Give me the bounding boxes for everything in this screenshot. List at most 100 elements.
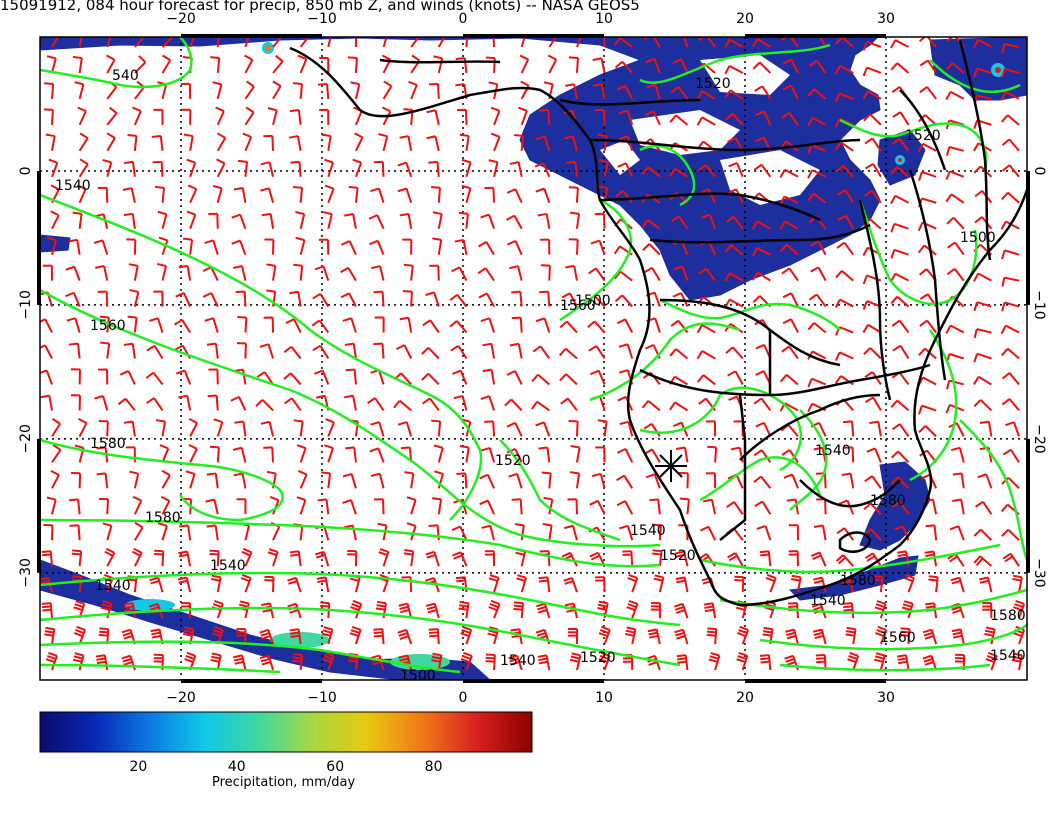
wind-barb [96, 472, 109, 489]
wind-barb [106, 132, 116, 152]
wind-barb [378, 548, 390, 567]
wind-barb [175, 292, 192, 308]
wind-barb [973, 272, 992, 282]
wind-barb [127, 133, 138, 151]
contour-label: 540 [112, 68, 139, 84]
contour-label: 1560 [90, 318, 126, 334]
wind-barb [231, 213, 247, 230]
wind-barb [78, 418, 88, 437]
wind-barb [266, 289, 277, 307]
wind-barb [430, 186, 442, 203]
wind-barb [154, 185, 166, 203]
wind-barb [567, 498, 578, 515]
wind-barb [539, 290, 551, 307]
wind-barb [288, 135, 302, 152]
wind-barb [267, 548, 279, 567]
wind-barb [564, 135, 578, 152]
wind-barb [292, 82, 303, 100]
wind-barb [568, 419, 579, 437]
wind-barb [567, 627, 579, 645]
location-marker-icon [655, 450, 687, 482]
wind-barb [1001, 276, 1020, 287]
wind-barb [209, 549, 220, 567]
wind-barb [319, 108, 330, 125]
lat-tick-label-right: −10 [1031, 290, 1047, 320]
lat-tick-label-right: −30 [1031, 558, 1047, 588]
wind-barb [874, 600, 887, 619]
wind-barb [755, 421, 772, 437]
wind-barb [531, 400, 550, 412]
wind-barb [707, 445, 718, 463]
wind-barb [267, 107, 278, 126]
wind-barb [319, 56, 330, 73]
contour-label: 1520 [495, 453, 531, 469]
contour-label: 1560 [880, 630, 916, 646]
wind-barb [669, 167, 688, 178]
wind-barb [260, 187, 274, 204]
lon-tick-label-top: 0 [459, 11, 468, 27]
wind-barb [576, 37, 582, 48]
wind-barb [425, 291, 440, 307]
wind-barb [952, 498, 965, 515]
wind-barb [569, 652, 582, 671]
wind-barb [945, 90, 965, 101]
wind-barb [153, 290, 164, 307]
lat-tick-label-right: 0 [1031, 166, 1047, 175]
border [559, 98, 701, 106]
wind-barb [352, 158, 363, 178]
lon-tick-label-top: 30 [877, 11, 895, 27]
wind-barb [538, 446, 551, 463]
axis-bar [745, 679, 886, 683]
wind-barb [370, 421, 385, 437]
wind-barb [327, 37, 332, 48]
wind-barb [903, 573, 915, 593]
wind-barb [345, 446, 357, 463]
wind-barb [590, 239, 606, 256]
wind-barb [809, 240, 827, 256]
wind-barb [340, 266, 357, 282]
border [838, 531, 872, 553]
wind-barb [708, 652, 721, 671]
border [799, 479, 901, 508]
wind-barb [568, 56, 579, 74]
wind-barb [952, 472, 965, 489]
wind-barb [670, 215, 689, 230]
wind-barb [558, 347, 578, 360]
contour-label: 1540 [630, 523, 666, 539]
wind-barb [835, 270, 854, 282]
wind-barb [675, 446, 689, 463]
wind-barb [126, 238, 137, 255]
wind-barb [146, 397, 164, 411]
wind-barb [488, 574, 500, 593]
wind-barb [569, 211, 580, 229]
wind-barb [514, 134, 525, 151]
wind-barb [564, 524, 578, 541]
wind-barb [841, 472, 855, 489]
wind-barb [255, 399, 274, 412]
wind-barb [179, 524, 192, 541]
wind-barb [231, 239, 247, 256]
wind-barb [726, 501, 744, 515]
axis-bar [181, 34, 322, 38]
wind-barb [397, 628, 413, 645]
wind-barb [779, 374, 799, 386]
wind-barb [213, 418, 224, 437]
wind-barb [504, 398, 523, 412]
wind-barb [548, 37, 558, 48]
lon-tick-label-top: 20 [736, 11, 754, 27]
wind-barb [206, 342, 219, 359]
wind-barb [835, 92, 854, 103]
wind-barb [431, 652, 443, 671]
axis-bar [745, 34, 886, 38]
wind-barb [344, 394, 357, 411]
wind-barb [348, 185, 359, 203]
wind-barb [506, 240, 523, 256]
wind-barb [145, 371, 164, 386]
wind-barb [45, 133, 56, 152]
wind-barb [425, 550, 440, 567]
wind-barb [104, 547, 116, 567]
wind-barb [641, 400, 661, 412]
wind-barb [272, 80, 282, 100]
wind-barb [320, 471, 332, 489]
wind-barb [97, 186, 109, 203]
